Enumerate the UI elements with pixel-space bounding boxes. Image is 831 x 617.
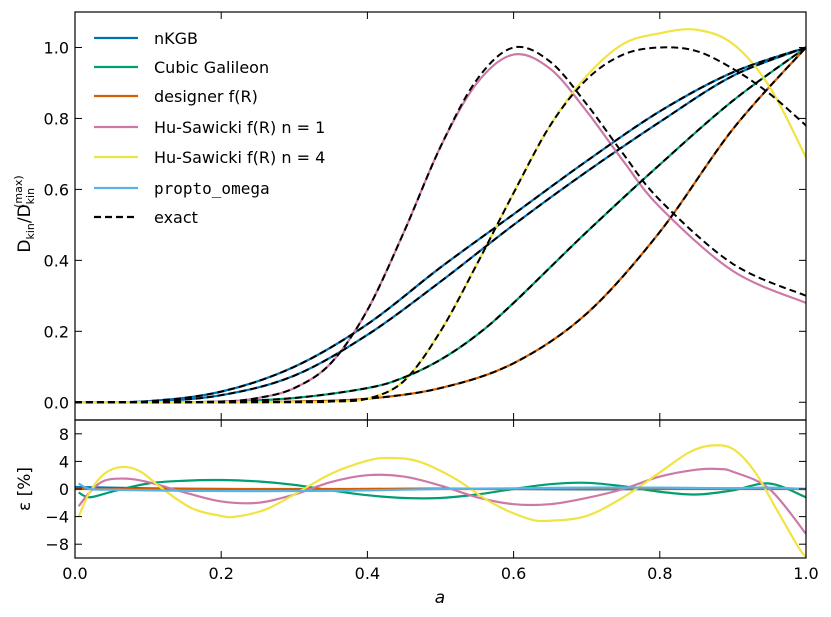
bottom-series-propto-omega	[78, 482, 806, 493]
top-y-tick-label: 0.0	[44, 393, 69, 412]
x-tick-label: 1.0	[793, 564, 818, 583]
x-tick-label: 0.4	[355, 564, 380, 583]
top-series-group	[75, 28, 806, 404]
bottom-y-tick-label: −8	[45, 535, 69, 554]
legend-label-cubic-galileon: Cubic Galileon	[154, 58, 269, 77]
top-series-exact-nkgb-lower	[75, 46, 806, 404]
top-y-axis-label: Dkin/Dkin(max)	[12, 175, 37, 252]
x-axis-label: a	[435, 588, 445, 608]
bottom-series-group	[75, 444, 806, 558]
legend-label-propto-omega: propto_omega	[154, 179, 270, 198]
legend-label-hu-sawicki-n1: Hu-Sawicki f(R) n = 1	[154, 118, 325, 137]
legend-label-hu-sawicki-n4: Hu-Sawicki f(R) n = 4	[154, 148, 325, 167]
top-series-exact-nkgb-upper	[75, 46, 806, 404]
top-panel: 0.0 0.2 0.4 0.6 0.8 1.0 nKGB Cubic Galileon d…	[12, 11, 807, 421]
bottom-panel: 0.0 0.2 0.4 0.6 0.8 1.0 −8 −4 0 4 8 ε [%] a	[15, 419, 819, 608]
bottom-y-tick-label: 8	[59, 425, 69, 444]
top-y-tick-label: 1.0	[44, 38, 69, 57]
bottom-y-tick-label: 4	[59, 452, 69, 471]
top-y-tick-label: 0.6	[44, 180, 69, 199]
bottom-y-axis-label: ε [%]	[15, 467, 35, 511]
top-y-tick-label: 0.2	[44, 322, 69, 341]
top-series-hu-sawicki-f-r-n-1	[75, 53, 806, 404]
legend-label-nkgb: nKGB	[154, 29, 198, 48]
legend-label-exact: exact	[154, 208, 198, 227]
bottom-series-hu-sawicki-f-r-n-1	[77, 467, 806, 535]
top-series-exact-hu-sawicki-n-4	[75, 46, 806, 404]
x-tick-label: 0.0	[62, 564, 87, 583]
top-y-tick-label: 0.4	[44, 251, 69, 270]
top-ticks-group: 0.0 0.2 0.4 0.6 0.8 1.0	[44, 12, 807, 420]
bottom-y-tick-label: 0	[59, 480, 69, 499]
x-tick-label: 0.8	[647, 564, 672, 583]
top-y-tick-label: 0.8	[44, 109, 69, 128]
x-tick-label: 0.2	[208, 564, 233, 583]
x-tick-label: 0.6	[501, 564, 526, 583]
bottom-series-cubic-galileon	[78, 478, 806, 500]
legend: nKGB Cubic Galileon designer f(R) Hu-Saw…	[94, 29, 325, 227]
legend-label-designer-fr: designer f(R)	[154, 87, 258, 106]
bottom-ticks-group: 0.0 0.2 0.4 0.6 0.8 1.0 −8 −4 0 4 8	[45, 420, 819, 583]
top-series-exact-hu-sawicki-n-1	[75, 45, 806, 404]
bottom-series-hu-sawicki-f-r-n-4	[77, 444, 806, 558]
bottom-y-tick-label: −4	[45, 508, 69, 527]
